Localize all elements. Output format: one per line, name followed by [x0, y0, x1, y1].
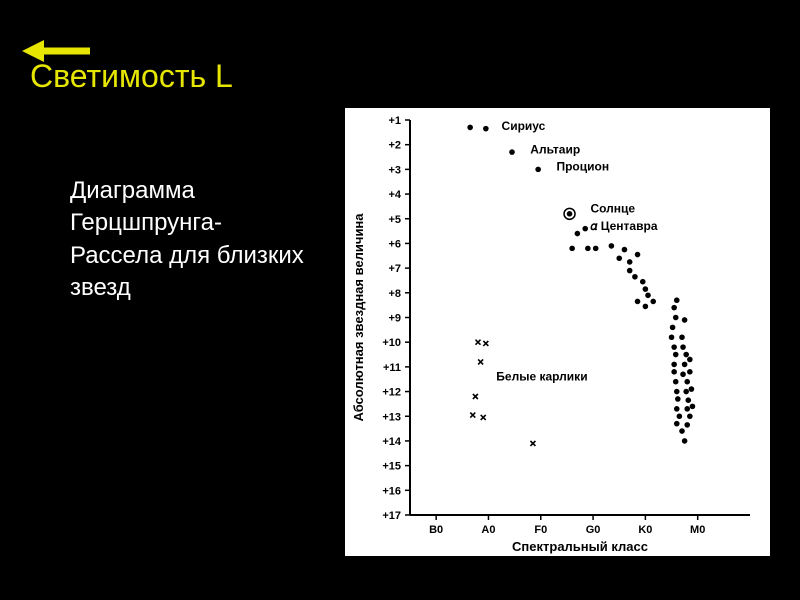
svg-text:+3: +3: [388, 164, 401, 176]
svg-text:Альтаир: Альтаир: [530, 142, 580, 156]
svg-text:+5: +5: [388, 214, 401, 226]
svg-text:+10: +10: [382, 337, 401, 349]
svg-text:+6: +6: [388, 238, 401, 250]
svg-text:+8: +8: [388, 288, 401, 300]
chart-caption: Диаграмма Герцшпрунга- Рассела для близк…: [70, 175, 304, 305]
svg-text:Сириус: Сириус: [502, 119, 546, 133]
svg-text:Солнце: Солнце: [590, 202, 635, 216]
svg-text:+14: +14: [382, 436, 402, 448]
svg-text:+7: +7: [388, 263, 401, 275]
svg-text:+11: +11: [383, 362, 401, 374]
svg-text:+17: +17: [382, 510, 401, 522]
svg-text:Спектральный класс: Спектральный класс: [512, 539, 648, 554]
svg-text:Абсолютная звездная величина: Абсолютная звездная величина: [351, 213, 366, 422]
svg-text:B0: B0: [429, 524, 443, 536]
svg-text:F0: F0: [534, 524, 547, 536]
svg-text:+9: +9: [388, 313, 401, 325]
svg-text:𝛼 Центавра: 𝛼 Центавра: [590, 219, 657, 233]
svg-text:+2: +2: [388, 140, 401, 152]
svg-text:+4: +4: [388, 189, 401, 201]
page-title: Светимость L: [30, 58, 233, 95]
hr-diagram: +1 +2 +3 +4 +5 +6 +7 +8 +9 +10 +11 +12 +13 +14 +15 +16 +…: [345, 108, 770, 556]
svg-text:+12: +12: [382, 387, 401, 399]
svg-text:Процион: Процион: [556, 160, 609, 174]
svg-text:+16: +16: [382, 485, 401, 497]
svg-text:+1: +1: [388, 115, 401, 127]
svg-text:+15: +15: [382, 461, 401, 473]
svg-text:Белые карлики: Белые карлики: [496, 369, 587, 383]
svg-text:K0: K0: [638, 524, 652, 536]
svg-text:A0: A0: [481, 524, 495, 536]
svg-text:+13: +13: [382, 411, 401, 423]
svg-text:M0: M0: [690, 524, 705, 536]
svg-text:G0: G0: [586, 524, 601, 536]
